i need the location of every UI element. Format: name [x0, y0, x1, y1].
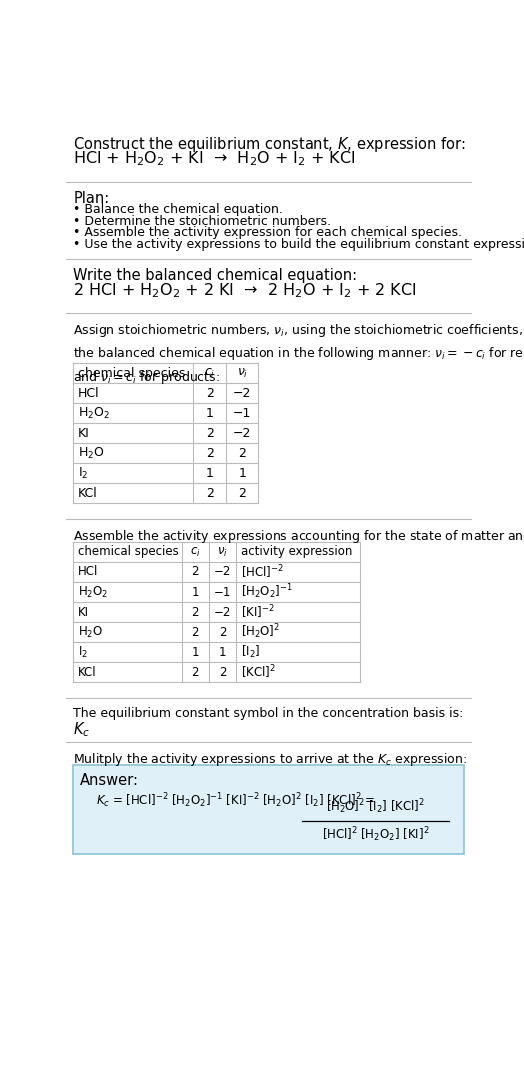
Text: $c_i$: $c_i$ — [204, 367, 215, 380]
Bar — [73, 363, 258, 503]
Text: $c_i$: $c_i$ — [190, 545, 201, 559]
Text: 2: 2 — [206, 447, 214, 460]
Text: 2: 2 — [192, 605, 199, 618]
Text: 1: 1 — [206, 407, 214, 420]
Text: −2: −2 — [214, 605, 231, 618]
Text: 2 HCl + H$_2$O$_2$ + 2 KI  →  2 H$_2$O + I$_2$ + 2 KCl: 2 HCl + H$_2$O$_2$ + 2 KI → 2 H$_2$O + I… — [73, 282, 417, 300]
Text: Answer:: Answer: — [80, 773, 138, 788]
Text: HCl: HCl — [78, 387, 100, 400]
Text: chemical species: chemical species — [78, 545, 179, 559]
Text: 2: 2 — [206, 426, 214, 439]
Text: Mulitply the activity expressions to arrive at the $K_c$ expression:: Mulitply the activity expressions to arr… — [73, 752, 467, 768]
Text: −2: −2 — [233, 387, 252, 400]
Text: 1: 1 — [192, 645, 199, 658]
Text: chemical species: chemical species — [78, 367, 185, 380]
Text: 2: 2 — [192, 565, 199, 578]
Text: • Determine the stoichiometric numbers.: • Determine the stoichiometric numbers. — [73, 214, 331, 227]
Text: H$_2$O: H$_2$O — [78, 446, 104, 461]
Text: [H$_2$O$_2$]$^{-1}$: [H$_2$O$_2$]$^{-1}$ — [241, 583, 292, 601]
Text: KCl: KCl — [78, 666, 96, 679]
Text: 1: 1 — [238, 467, 246, 480]
Text: • Use the activity expressions to build the equilibrium constant expression.: • Use the activity expressions to build … — [73, 238, 524, 251]
Text: 2: 2 — [219, 626, 226, 639]
Text: $\nu_i$: $\nu_i$ — [217, 545, 228, 559]
Text: −2: −2 — [233, 426, 252, 439]
Text: [H$_2$O]$^2$ [I$_2$] [KCl]$^2$: [H$_2$O]$^2$ [I$_2$] [KCl]$^2$ — [326, 797, 425, 816]
Text: 2: 2 — [219, 666, 226, 679]
Text: I$_2$: I$_2$ — [78, 644, 88, 659]
Text: −1: −1 — [233, 407, 252, 420]
Text: 1: 1 — [219, 645, 226, 658]
Text: 2: 2 — [192, 666, 199, 679]
Text: [KCl]$^2$: [KCl]$^2$ — [241, 663, 276, 681]
Text: [H$_2$O]$^2$: [H$_2$O]$^2$ — [241, 623, 280, 642]
Text: [I$_2$]: [I$_2$] — [241, 644, 260, 660]
Text: 1: 1 — [206, 467, 214, 480]
Text: −1: −1 — [214, 586, 231, 599]
Text: 2: 2 — [238, 487, 246, 500]
Text: H$_2$O$_2$: H$_2$O$_2$ — [78, 406, 110, 421]
Text: [HCl]$^2$ [H$_2$O$_2$] [KI]$^2$: [HCl]$^2$ [H$_2$O$_2$] [KI]$^2$ — [322, 825, 429, 844]
Text: −2: −2 — [214, 565, 231, 578]
Text: 2: 2 — [206, 487, 214, 500]
Text: The equilibrium constant symbol in the concentration basis is:: The equilibrium constant symbol in the c… — [73, 707, 464, 719]
Text: Write the balanced chemical equation:: Write the balanced chemical equation: — [73, 268, 357, 283]
Text: 1: 1 — [192, 586, 199, 599]
Text: Assemble the activity expressions accounting for the state of matter and $\nu_i$: Assemble the activity expressions accoun… — [73, 528, 524, 545]
Text: activity expression: activity expression — [241, 545, 352, 559]
Text: HCl + H$_2$O$_2$ + KI  →  H$_2$O + I$_2$ + KCl: HCl + H$_2$O$_2$ + KI → H$_2$O + I$_2$ +… — [73, 150, 356, 168]
Text: Plan:: Plan: — [73, 191, 110, 206]
Text: $\nu_i$: $\nu_i$ — [236, 367, 248, 380]
FancyBboxPatch shape — [73, 766, 464, 854]
Text: $K_c$: $K_c$ — [73, 721, 90, 739]
Text: H$_2$O: H$_2$O — [78, 625, 103, 640]
Text: [KI]$^{-2}$: [KI]$^{-2}$ — [241, 603, 275, 620]
Text: KCl: KCl — [78, 487, 97, 500]
Text: KI: KI — [78, 605, 89, 618]
Text: $K_c$ = [HCl]$^{-2}$ [H$_2$O$_2$]$^{-1}$ [KI]$^{-2}$ [H$_2$O]$^2$ [I$_2$] [KCl]$: $K_c$ = [HCl]$^{-2}$ [H$_2$O$_2$]$^{-1}$… — [96, 792, 376, 810]
Text: Assign stoichiometric numbers, $\nu_i$, using the stoichiometric coefficients, $: Assign stoichiometric numbers, $\nu_i$, … — [73, 322, 524, 386]
Text: KI: KI — [78, 426, 90, 439]
Text: Construct the equilibrium constant, $K$, expression for:: Construct the equilibrium constant, $K$,… — [73, 136, 466, 154]
Text: H$_2$O$_2$: H$_2$O$_2$ — [78, 585, 108, 600]
Text: HCl: HCl — [78, 565, 99, 578]
Text: • Balance the chemical equation.: • Balance the chemical equation. — [73, 204, 283, 216]
Text: I$_2$: I$_2$ — [78, 466, 89, 481]
Bar — [73, 542, 360, 682]
Text: 2: 2 — [192, 626, 199, 639]
Text: 2: 2 — [238, 447, 246, 460]
Text: [HCl]$^{-2}$: [HCl]$^{-2}$ — [241, 563, 283, 581]
Text: • Assemble the activity expression for each chemical species.: • Assemble the activity expression for e… — [73, 226, 462, 239]
Text: 2: 2 — [206, 387, 214, 400]
